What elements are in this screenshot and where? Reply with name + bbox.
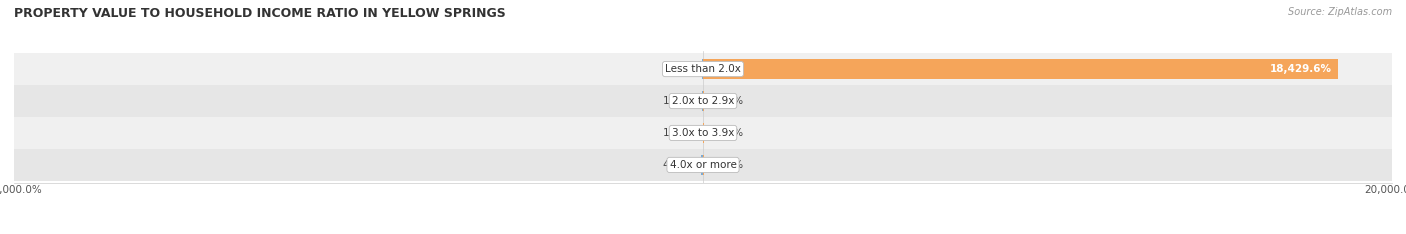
Text: 3.0x to 3.9x: 3.0x to 3.9x (672, 128, 734, 138)
Text: 19.0%: 19.0% (664, 96, 696, 106)
Text: 4.0x or more: 4.0x or more (669, 160, 737, 170)
Text: 47.5%: 47.5% (662, 160, 695, 170)
Bar (14, 53, 1392, 85)
Text: 18,429.6%: 18,429.6% (1270, 64, 1331, 74)
Text: 29.9%: 29.9% (710, 96, 744, 106)
Bar (14, 85, 1392, 117)
Legend: Without Mortgage, With Mortgage: Without Mortgage, With Mortgage (589, 231, 817, 234)
Bar (703, 59, 1339, 79)
Bar (702, 155, 703, 175)
Bar (14, 149, 1392, 181)
Text: Source: ZipAtlas.com: Source: ZipAtlas.com (1288, 7, 1392, 17)
Text: 22.5%: 22.5% (710, 160, 744, 170)
Bar (14, 117, 1392, 149)
Text: 12.8%: 12.8% (664, 128, 696, 138)
Text: PROPERTY VALUE TO HOUSEHOLD INCOME RATIO IN YELLOW SPRINGS: PROPERTY VALUE TO HOUSEHOLD INCOME RATIO… (14, 7, 506, 20)
Text: Less than 2.0x: Less than 2.0x (665, 64, 741, 74)
Text: 20.7%: 20.7% (664, 64, 696, 74)
Text: 2.0x to 2.9x: 2.0x to 2.9x (672, 96, 734, 106)
Text: 32.7%: 32.7% (710, 128, 744, 138)
